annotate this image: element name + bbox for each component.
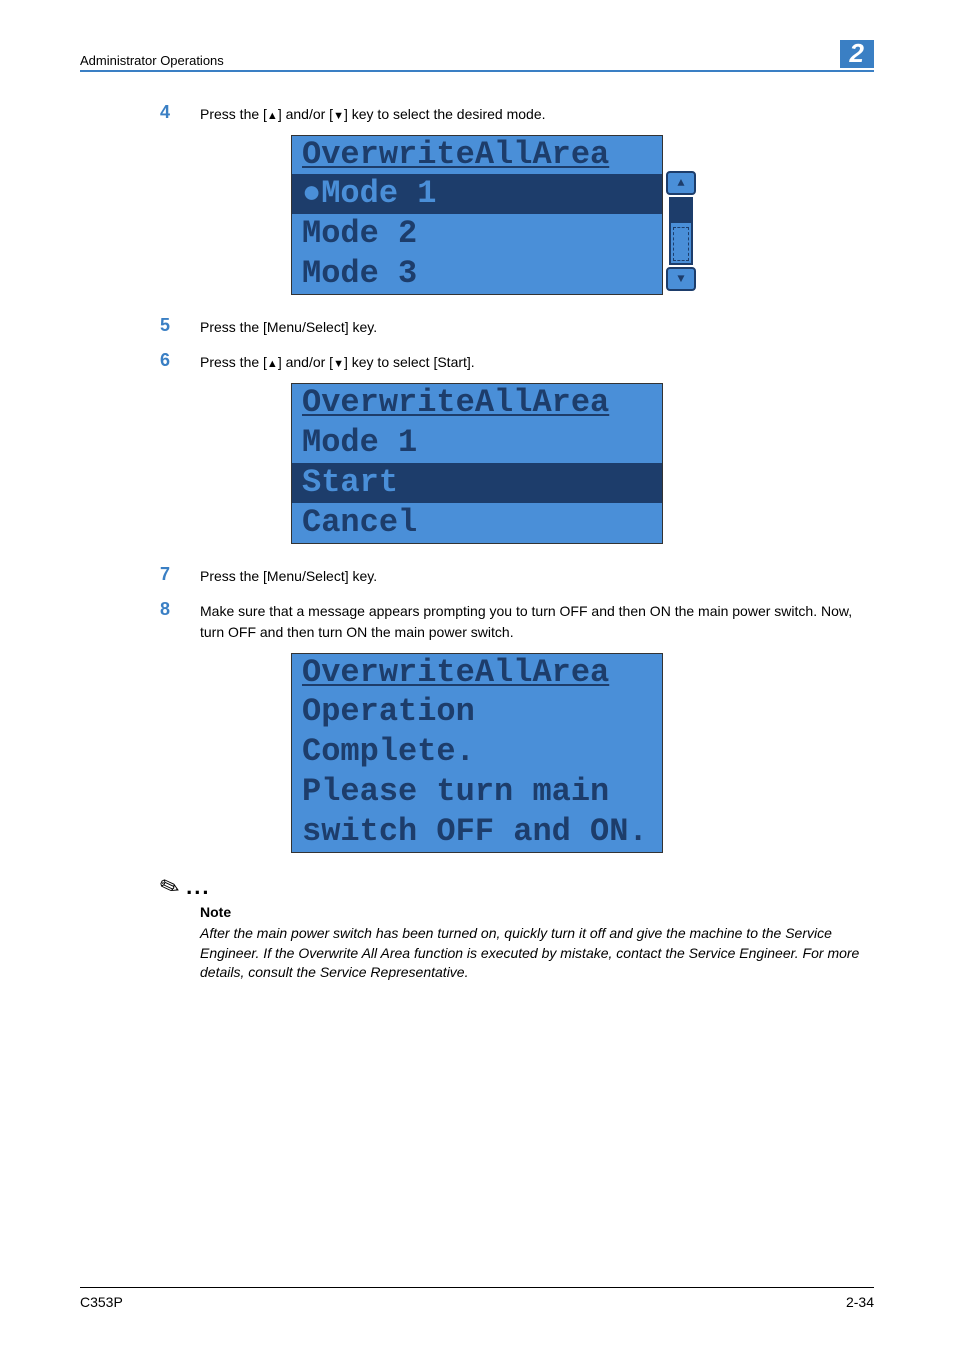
step-text: Make sure that a message appears prompti… <box>200 599 874 643</box>
scroll-up-icon: ▲ <box>666 171 696 195</box>
text-fragment: ] key to select the desired mode. <box>344 106 546 122</box>
step-5: 5 Press the [Menu/Select] key. <box>160 315 874 338</box>
text-fragment: ] and/or [ <box>278 354 333 370</box>
lcd-title: OverwriteAllArea <box>292 384 662 422</box>
lcd-panel: OverwriteAllArea Operation Complete. Ple… <box>291 653 663 853</box>
lcd-title: OverwriteAllArea <box>292 654 662 692</box>
lcd-screenshot-1: OverwriteAllArea ●Mode 1 Mode 2 Mode 3 ▲… <box>80 135 874 295</box>
footer-page-number: 2-34 <box>846 1294 874 1310</box>
lcd-scrollbar: ▲ ▼ <box>666 171 696 291</box>
step-text: Press the [Menu/Select] key. <box>200 315 377 338</box>
lcd-screenshot-2: OverwriteAllArea Mode 1 Start Cancel <box>80 383 874 543</box>
lcd-line: Operation Complete. <box>292 692 662 772</box>
step-text: Press the [▲] and/or [▼] key to select [… <box>200 350 475 373</box>
chapter-badge: 2 <box>840 40 874 68</box>
lcd-panel: OverwriteAllArea ●Mode 1 Mode 2 Mode 3 ▲… <box>291 135 663 295</box>
note-heading: ✎ ... <box>160 873 874 902</box>
step-7: 7 Press the [Menu/Select] key. <box>160 564 874 587</box>
up-triangle-icon: ▲ <box>267 110 278 122</box>
step-number: 6 <box>160 350 200 373</box>
down-triangle-icon: ▼ <box>333 358 344 370</box>
text-fragment: ] and/or [ <box>278 106 333 122</box>
scroll-down-icon: ▼ <box>666 267 696 291</box>
step-text: Press the [▲] and/or [▼] key to select t… <box>200 102 546 125</box>
step-number: 8 <box>160 599 200 643</box>
lcd-screenshot-3: OverwriteAllArea Operation Complete. Ple… <box>80 653 874 853</box>
text-fragment: ] key to select [Start]. <box>344 354 475 370</box>
header-title: Administrator Operations <box>80 53 224 68</box>
lcd-line: Cancel <box>292 503 662 543</box>
lcd-line: Mode 1 <box>292 423 662 463</box>
step-4: 4 Press the [▲] and/or [▼] key to select… <box>160 102 874 125</box>
lcd-line-selected: Start <box>292 463 662 503</box>
lcd-line-selected: ●Mode 1 <box>292 174 662 214</box>
pencil-icon: ✎ <box>156 871 185 905</box>
step-text: Press the [Menu/Select] key. <box>200 564 377 587</box>
note-block: ✎ ... Note After the main power switch h… <box>160 873 874 983</box>
step-number: 5 <box>160 315 200 338</box>
scroll-track <box>669 197 693 265</box>
text-fragment: Press the [ <box>200 354 267 370</box>
lcd-line: Mode 2 <box>292 214 662 254</box>
lcd-line: Mode 3 <box>292 254 662 294</box>
scroll-dashes <box>673 227 689 261</box>
note-dots: ... <box>186 874 210 902</box>
step-8: 8 Make sure that a message appears promp… <box>160 599 874 643</box>
page-footer: C353P 2-34 <box>80 1287 874 1310</box>
note-text: After the main power switch has been tur… <box>200 924 874 983</box>
up-triangle-icon: ▲ <box>267 358 278 370</box>
footer-model: C353P <box>80 1294 123 1310</box>
down-triangle-icon: ▼ <box>333 110 344 122</box>
text-fragment: Press the [ <box>200 106 267 122</box>
note-label: Note <box>200 904 874 920</box>
step-number: 4 <box>160 102 200 125</box>
lcd-panel: OverwriteAllArea Mode 1 Start Cancel <box>291 383 663 543</box>
lcd-title: OverwriteAllArea <box>292 136 662 174</box>
scroll-thumb <box>671 199 691 223</box>
step-number: 7 <box>160 564 200 587</box>
step-6: 6 Press the [▲] and/or [▼] key to select… <box>160 350 874 373</box>
lcd-line: switch OFF and ON. <box>292 812 662 852</box>
page: Administrator Operations 2 4 Press the [… <box>0 0 954 1350</box>
lcd-line: Please turn main <box>292 772 662 812</box>
page-header: Administrator Operations 2 <box>80 40 874 72</box>
